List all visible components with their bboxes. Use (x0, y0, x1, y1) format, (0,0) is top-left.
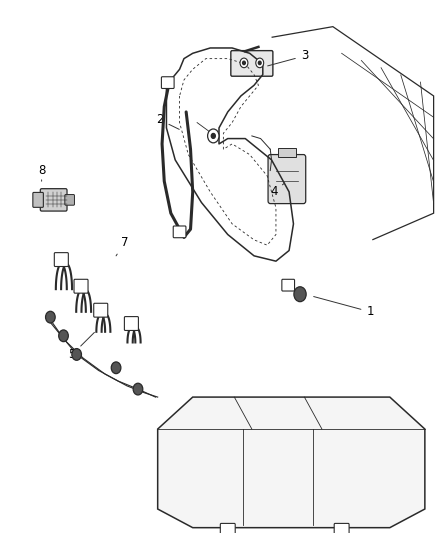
FancyBboxPatch shape (220, 523, 235, 533)
Text: 7: 7 (116, 236, 129, 256)
FancyBboxPatch shape (161, 77, 174, 88)
Circle shape (243, 61, 245, 64)
Text: 8: 8 (38, 164, 45, 181)
Circle shape (294, 287, 306, 302)
FancyBboxPatch shape (124, 317, 138, 330)
Circle shape (240, 58, 248, 68)
Circle shape (72, 349, 81, 360)
Polygon shape (158, 397, 425, 528)
FancyBboxPatch shape (94, 303, 108, 317)
FancyBboxPatch shape (334, 523, 349, 533)
Bar (278, 148, 296, 157)
Circle shape (211, 133, 215, 139)
Circle shape (258, 61, 261, 64)
FancyBboxPatch shape (74, 279, 88, 293)
Circle shape (46, 311, 55, 323)
FancyBboxPatch shape (33, 192, 43, 207)
Circle shape (59, 330, 68, 342)
Text: 3: 3 (268, 50, 308, 66)
Circle shape (111, 362, 121, 374)
Circle shape (208, 129, 219, 143)
FancyBboxPatch shape (40, 189, 67, 211)
Circle shape (133, 383, 143, 395)
Text: 4: 4 (270, 183, 285, 198)
Text: 5: 5 (69, 333, 95, 361)
FancyBboxPatch shape (54, 253, 68, 266)
Text: 2: 2 (156, 114, 179, 130)
Text: 1: 1 (314, 296, 374, 318)
FancyBboxPatch shape (282, 279, 295, 291)
FancyBboxPatch shape (231, 51, 273, 76)
FancyBboxPatch shape (65, 195, 74, 205)
FancyBboxPatch shape (268, 155, 306, 204)
FancyBboxPatch shape (173, 226, 186, 238)
Circle shape (256, 58, 264, 68)
